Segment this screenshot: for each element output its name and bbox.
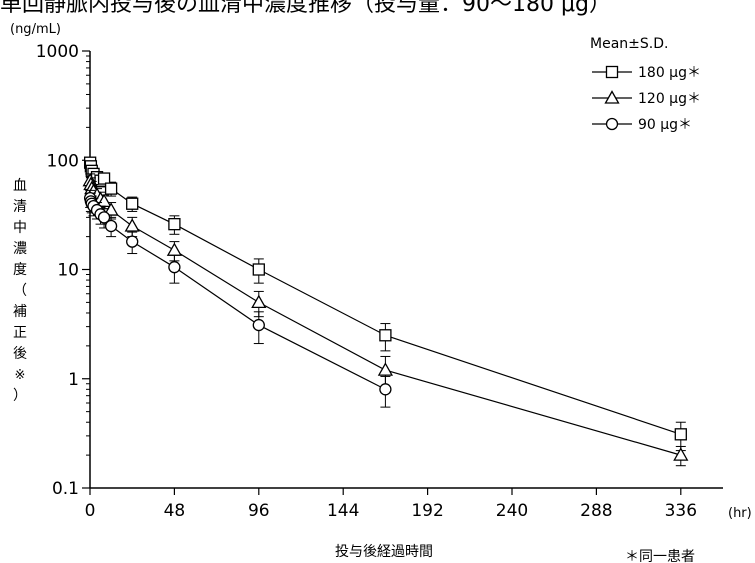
- y-axis-label-char: 度: [13, 262, 27, 278]
- y-axis-label-char: 清: [13, 199, 27, 215]
- y-tick-label: 0.1: [52, 479, 79, 499]
- y-axis-label-char: 後: [13, 346, 27, 362]
- x-tick-label: 192: [411, 501, 443, 521]
- footnote: ＊同一患者: [625, 549, 695, 563]
- y-tick-label: 10: [57, 261, 79, 281]
- data-point: [168, 261, 181, 274]
- data-point: [674, 428, 687, 441]
- legend-marker: [604, 90, 620, 104]
- y-axis-label-char: 濃: [13, 241, 27, 257]
- legend-marker: [605, 117, 619, 131]
- data-point: [673, 447, 689, 461]
- y-axis-label-char: 中: [13, 220, 27, 236]
- y-axis-label-char: ）: [13, 388, 27, 404]
- legend-marker: [605, 65, 619, 79]
- y-tick-label: 1000: [36, 42, 79, 62]
- data-point: [252, 318, 265, 332]
- x-tick-label: 336: [665, 501, 697, 521]
- x-tick-label: 0: [85, 501, 96, 521]
- x-tick-label: 144: [327, 501, 359, 521]
- data-point: [251, 294, 267, 309]
- data-point: [168, 218, 181, 231]
- data-point: [104, 219, 118, 233]
- y-tick-label: 100: [47, 151, 79, 171]
- x-tick-label: 288: [580, 501, 612, 521]
- legend-label: 120 μg＊: [638, 91, 701, 107]
- x-axis-label: 投与後経過時間: [335, 544, 433, 560]
- data-point: [126, 235, 139, 248]
- chart-title: 単回静脈内投与後の血清中濃度推移（投与量：90～180 μg）: [0, 0, 611, 17]
- data-point: [166, 242, 183, 256]
- legend-label: 180 μg＊: [638, 65, 701, 81]
- data-point: [97, 172, 111, 185]
- x-unit-label: (hr): [728, 506, 752, 521]
- y-axis-label-char: 補: [13, 304, 27, 320]
- data-point: [252, 263, 265, 276]
- x-tick-label: 48: [164, 501, 186, 521]
- x-tick-label: 96: [248, 501, 270, 521]
- y-unit-label: (ng/mL): [10, 22, 61, 37]
- y-axis-label-char: （: [13, 283, 27, 299]
- data-point: [377, 362, 394, 376]
- data-point: [379, 383, 392, 396]
- y-axis-label-char: ※: [15, 368, 26, 383]
- y-axis-label-char: 正: [13, 325, 27, 341]
- y-tick-label: 1: [68, 370, 79, 390]
- data-point: [104, 182, 118, 195]
- data-point: [103, 202, 119, 216]
- legend-label: 90 μg＊: [638, 117, 692, 133]
- data-point: [126, 197, 139, 210]
- data-point: [97, 211, 111, 224]
- legend-title: Mean±S.D.: [590, 36, 668, 52]
- x-tick-label: 240: [496, 501, 528, 521]
- data-point: [124, 218, 140, 232]
- y-axis-label-char: 血: [13, 178, 27, 194]
- data-point: [379, 329, 392, 342]
